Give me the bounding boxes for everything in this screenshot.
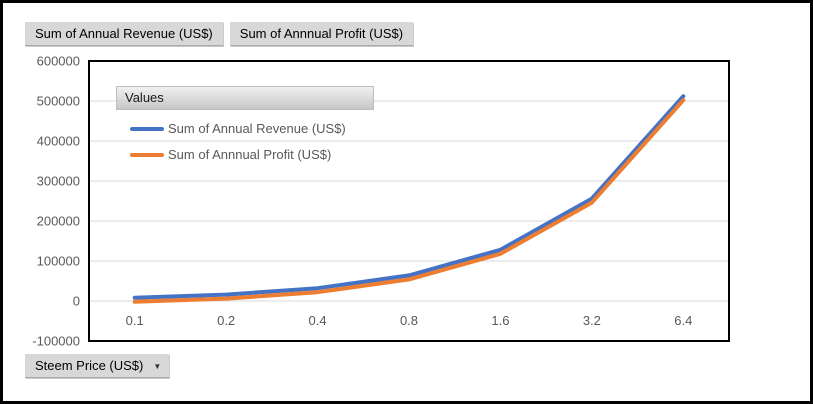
x-axis-tick-label: 0.1 [126, 313, 144, 328]
x-axis-tick-label: 6.4 [674, 313, 692, 328]
y-axis-tick-label: 500000 [37, 94, 80, 109]
y-axis-tick-label: 100000 [37, 254, 80, 269]
y-axis-tick-label: 400000 [37, 134, 80, 149]
x-axis-tick-label: 0.8 [400, 313, 418, 328]
y-axis-tick-label: 200000 [37, 214, 80, 229]
value-field-buttons: Sum of Annual Revenue (US$) Sum of Annnu… [25, 22, 414, 46]
legend-item-label: Sum of Annnual Profit (US$) [168, 147, 332, 162]
x-axis-tick-label: 0.2 [217, 313, 235, 328]
dropdown-arrow-icon: ▼ [153, 362, 162, 371]
legend-item-label: Sum of Annual Revenue (US$) [168, 121, 346, 136]
plot-area-border [88, 60, 730, 342]
line-chart: 600000 500000 400000 300000 200000 100000 0 -10… [32, 54, 730, 349]
revenue-field-button[interactable]: Sum of Annual Revenue (US$) [25, 22, 223, 46]
y-axis-tick-label: 0 [73, 294, 80, 309]
legend-item: Sum of Annnual Profit (US$) [130, 147, 374, 162]
axis-filter-button[interactable]: Steem Price (US$) ▼ [25, 354, 170, 378]
y-axis-tick-label: 300000 [37, 174, 80, 189]
chart-legend: Values Sum of Annual Revenue (US$) Sum of… [116, 86, 374, 162]
legend-line-swatch [130, 152, 164, 157]
legend-line-swatch [130, 126, 164, 131]
profit-field-button[interactable]: Sum of Annnual Profit (US$) [229, 22, 414, 46]
y-axis-tick-label: 600000 [37, 54, 80, 69]
series-line-0 [132, 94, 686, 300]
y-axis-tick-label: -100000 [32, 334, 80, 349]
legend-title: Values [116, 86, 374, 110]
x-axis-tick-label: 0.4 [309, 313, 327, 328]
legend-item: Sum of Annual Revenue (US$) [130, 121, 374, 136]
x-axis-tick-label: 1.6 [491, 313, 509, 328]
axis-filter-label: Steem Price (US$) [35, 358, 144, 373]
series-line-1 [132, 98, 686, 304]
x-axis-tick-label: 3.2 [583, 313, 601, 328]
legend-entries: Sum of Annual Revenue (US$) Sum of Annnua… [116, 121, 374, 162]
